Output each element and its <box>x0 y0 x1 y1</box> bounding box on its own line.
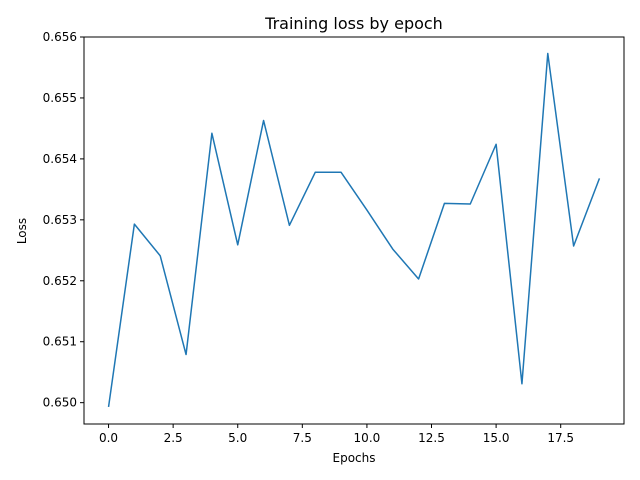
y-axis-ticks: 0.650 0.651 0.652 0.653 0.654 0.655 0.656 <box>43 30 84 410</box>
x-tick-label: 10.0 <box>354 431 381 445</box>
x-tick-label: 12.5 <box>418 431 445 445</box>
chart-title: Training loss by epoch <box>264 14 443 33</box>
y-tick-label: 0.654 <box>43 152 77 166</box>
y-axis-label: Loss <box>15 218 29 244</box>
y-tick-label: 0.655 <box>43 91 77 105</box>
x-tick-label: 15.0 <box>483 431 510 445</box>
x-tick-label: 17.5 <box>547 431 574 445</box>
series-layer <box>107 52 601 408</box>
y-tick-label: 0.653 <box>43 213 77 227</box>
y-tick-label: 0.656 <box>43 30 77 44</box>
x-tick-label: 5.0 <box>228 431 247 445</box>
y-tick-label: 0.651 <box>43 335 77 349</box>
x-tick-label: 0.0 <box>99 431 118 445</box>
x-tick-label: 2.5 <box>164 431 183 445</box>
series-line-0 <box>107 52 601 408</box>
y-tick-label: 0.652 <box>43 274 77 288</box>
x-tick-label: 7.5 <box>293 431 312 445</box>
plot-frame <box>83 36 625 425</box>
plot-area <box>83 36 625 425</box>
x-axis-ticks: 0.0 2.5 5.0 7.5 10.0 12.5 15.0 17.5 <box>99 424 574 445</box>
x-axis-label: Epochs <box>333 451 376 465</box>
y-tick-label: 0.650 <box>43 396 77 410</box>
